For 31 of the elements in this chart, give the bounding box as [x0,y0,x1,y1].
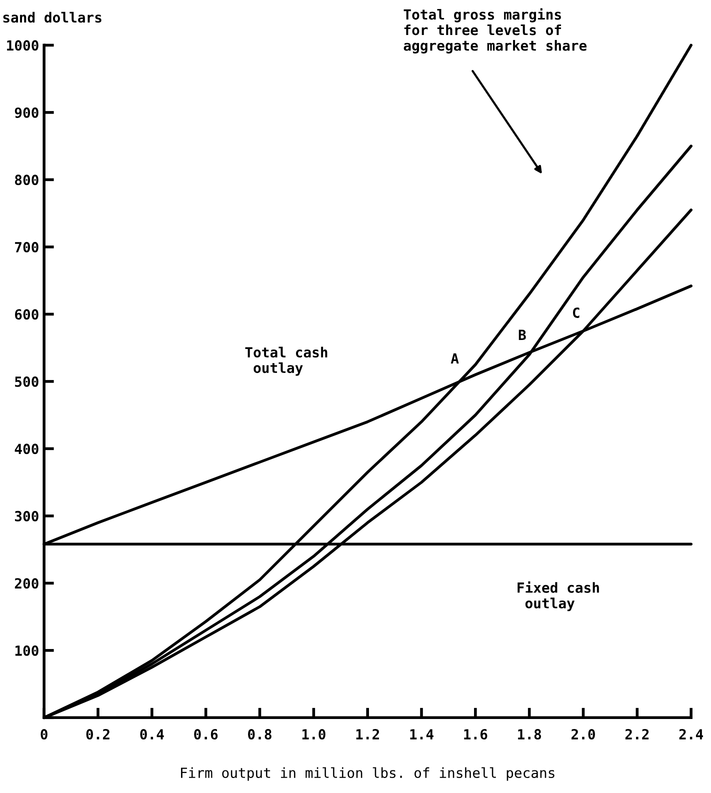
x-tick-label: 0 [40,729,48,740]
y-axis-title: sand dollars [3,12,102,23]
y-tick-label: 500 [15,376,38,387]
y-tick-label: 1000 [7,40,38,51]
annotation: Fixed cash outlay [518,581,599,612]
x-tick-label: 1.8 [518,729,542,740]
x-tick-label: 2.0 [571,729,595,740]
x-tick-label: 2.2 [625,729,649,740]
y-tick-label: 400 [14,444,38,454]
y-tick-label: 700 [15,242,38,252]
x-tick-label: 0.8 [248,729,272,740]
y-tick-label: 600 [15,309,38,320]
x-tick-label: 0.4 [140,729,164,740]
y-tick-label: 200 [14,578,38,589]
x-tick-label: 1.6 [464,729,488,740]
annotation: Total gross margins for three levels of aggregate market share [404,8,587,54]
x-tick-label: 1.2 [356,729,379,740]
annotation: Total cash outlay [245,346,328,376]
annotation: C [572,307,580,318]
x-tick-label: 0.6 [194,729,218,740]
y-tick-label: 100 [15,645,38,656]
annotation: A [450,353,459,364]
x-tick-label: 0.2 [86,729,110,740]
x-tick-label: 1.0 [302,729,326,740]
x-axis-title: Firm output in million lbs. of inshell pecans [181,767,554,781]
x-tick-label: 2.4 [679,729,704,740]
y-tick-label: 300 [14,510,38,522]
annotation: B [518,330,526,340]
y-tick-label: 900 [14,107,38,118]
y-tick-label: 800 [15,174,38,186]
x-tick-label: 1.4 [410,729,434,740]
